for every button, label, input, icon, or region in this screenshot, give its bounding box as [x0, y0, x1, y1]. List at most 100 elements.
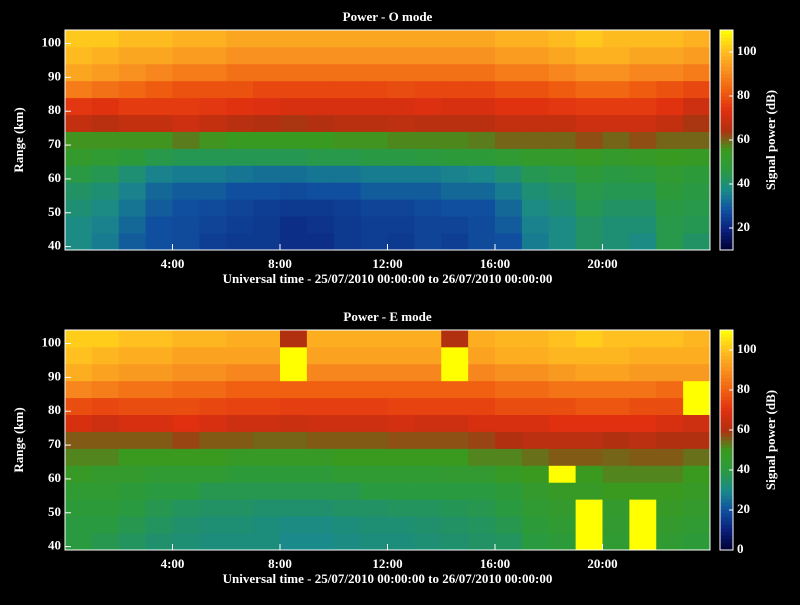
heatmap-cell: [280, 499, 308, 517]
heatmap-cell: [226, 46, 254, 65]
heatmap-cell: [65, 131, 93, 149]
heatmap-cell: [226, 233, 254, 251]
colorbar-segment: [720, 220, 733, 225]
y-tick-label: 100: [42, 335, 62, 350]
heatmap-cell: [360, 516, 388, 534]
heatmap-cell: [306, 216, 335, 234]
heatmap-cell: [656, 465, 684, 483]
heatmap-cell: [306, 199, 335, 217]
y-tick-label: 90: [48, 68, 61, 83]
heatmap-cell: [468, 499, 496, 517]
heatmap-cell: [118, 165, 147, 183]
heatmap-cell: [226, 63, 254, 82]
heatmap-cell: [683, 131, 711, 149]
heatmap-cell: [575, 380, 603, 399]
heatmap-cell: [656, 30, 684, 48]
heatmap-cell: [521, 414, 550, 432]
heatmap-cell: [333, 448, 362, 466]
heatmap-cell: [683, 165, 711, 183]
heatmap-cell: [441, 233, 469, 251]
heatmap-cell: [172, 199, 200, 217]
heatmap-cell: [306, 499, 335, 517]
heatmap-cell: [468, 516, 496, 534]
heatmap-cell: [521, 516, 550, 534]
heatmap-cell: [575, 165, 603, 183]
heatmap-cell: [280, 448, 308, 466]
colorbar-segment: [720, 469, 733, 474]
heatmap-cell: [683, 380, 711, 399]
heatmap-cell: [65, 346, 93, 365]
heatmap-cell: [468, 30, 496, 48]
colorbar-label: Signal power (dB): [763, 90, 778, 190]
colorbar-segment: [720, 524, 733, 529]
heatmap-cell: [575, 30, 603, 48]
heatmap-cell: [360, 148, 388, 166]
heatmap-cell: [226, 131, 254, 149]
heatmap-cell: [199, 233, 227, 251]
heatmap-cell: [629, 346, 657, 365]
heatmap-cell: [441, 397, 469, 416]
heatmap-cell: [360, 114, 388, 132]
heatmap-cell: [118, 182, 147, 200]
heatmap-cell: [145, 431, 173, 449]
colorbar-segment: [720, 366, 733, 371]
heatmap-cell: [253, 346, 281, 365]
heatmap-cell: [172, 499, 200, 517]
colorbar-segment: [720, 224, 733, 229]
heatmap-cell: [91, 97, 120, 116]
heatmap-cell: [548, 46, 577, 65]
heatmap-cell: [226, 30, 254, 48]
colorbar-segment: [720, 63, 733, 68]
heatmap-cell: [333, 165, 362, 183]
heatmap-cell: [199, 346, 227, 365]
heatmap-cell: [495, 97, 523, 116]
colorbar-segment: [720, 85, 733, 90]
heatmap-cell: [199, 516, 227, 534]
heatmap-cell: [118, 414, 147, 432]
heatmap-cell: [333, 330, 362, 348]
colorbar-segment: [720, 246, 733, 251]
heatmap-cell: [387, 397, 415, 416]
heatmap-cell: [575, 448, 603, 466]
heatmap-cell: [468, 482, 496, 500]
colorbar-segment: [720, 517, 733, 522]
heatmap-cell: [683, 482, 711, 500]
heatmap-cell: [495, 216, 523, 234]
heatmap-cell: [387, 465, 415, 483]
colorbar-segment: [720, 370, 733, 375]
heatmap-cell: [629, 482, 657, 500]
colorbar-segment: [720, 125, 733, 130]
heatmap-cell: [683, 363, 711, 382]
colorbar-tick-label: 60: [737, 131, 750, 146]
colorbar-segment: [720, 99, 733, 104]
heatmap-cell: [172, 233, 200, 251]
heatmap-cell: [226, 397, 254, 416]
heatmap-cell: [575, 482, 603, 500]
heatmap-cell: [521, 482, 550, 500]
heatmap-cell: [575, 233, 603, 251]
colorbar-segment: [720, 41, 733, 46]
heatmap-cell: [656, 533, 684, 551]
heatmap-cell: [656, 397, 684, 416]
heatmap-cell: [387, 131, 415, 149]
heatmap-cell: [414, 330, 442, 348]
heatmap-cell: [199, 199, 227, 217]
heatmap-cell: [548, 131, 577, 149]
heatmap-cell: [629, 46, 657, 65]
heatmap-cell: [656, 114, 684, 132]
colorbar-segment: [720, 180, 733, 185]
heatmap-cell: [65, 330, 93, 348]
heatmap-cell: [602, 114, 630, 132]
heatmap-cell: [387, 346, 415, 365]
heatmap-cell: [548, 97, 577, 116]
heatmap-cell: [414, 148, 442, 166]
colorbar-segment: [720, 195, 733, 200]
heatmap-cell: [521, 380, 550, 399]
colorbar-tick-label: 80: [737, 87, 750, 102]
colorbar-segment: [720, 392, 733, 397]
heatmap-cell: [360, 448, 388, 466]
heatmap-cell: [145, 46, 173, 65]
heatmap-cell: [65, 397, 93, 416]
heatmap-cell: [306, 233, 335, 251]
colorbar-tick-label: 80: [737, 381, 750, 396]
